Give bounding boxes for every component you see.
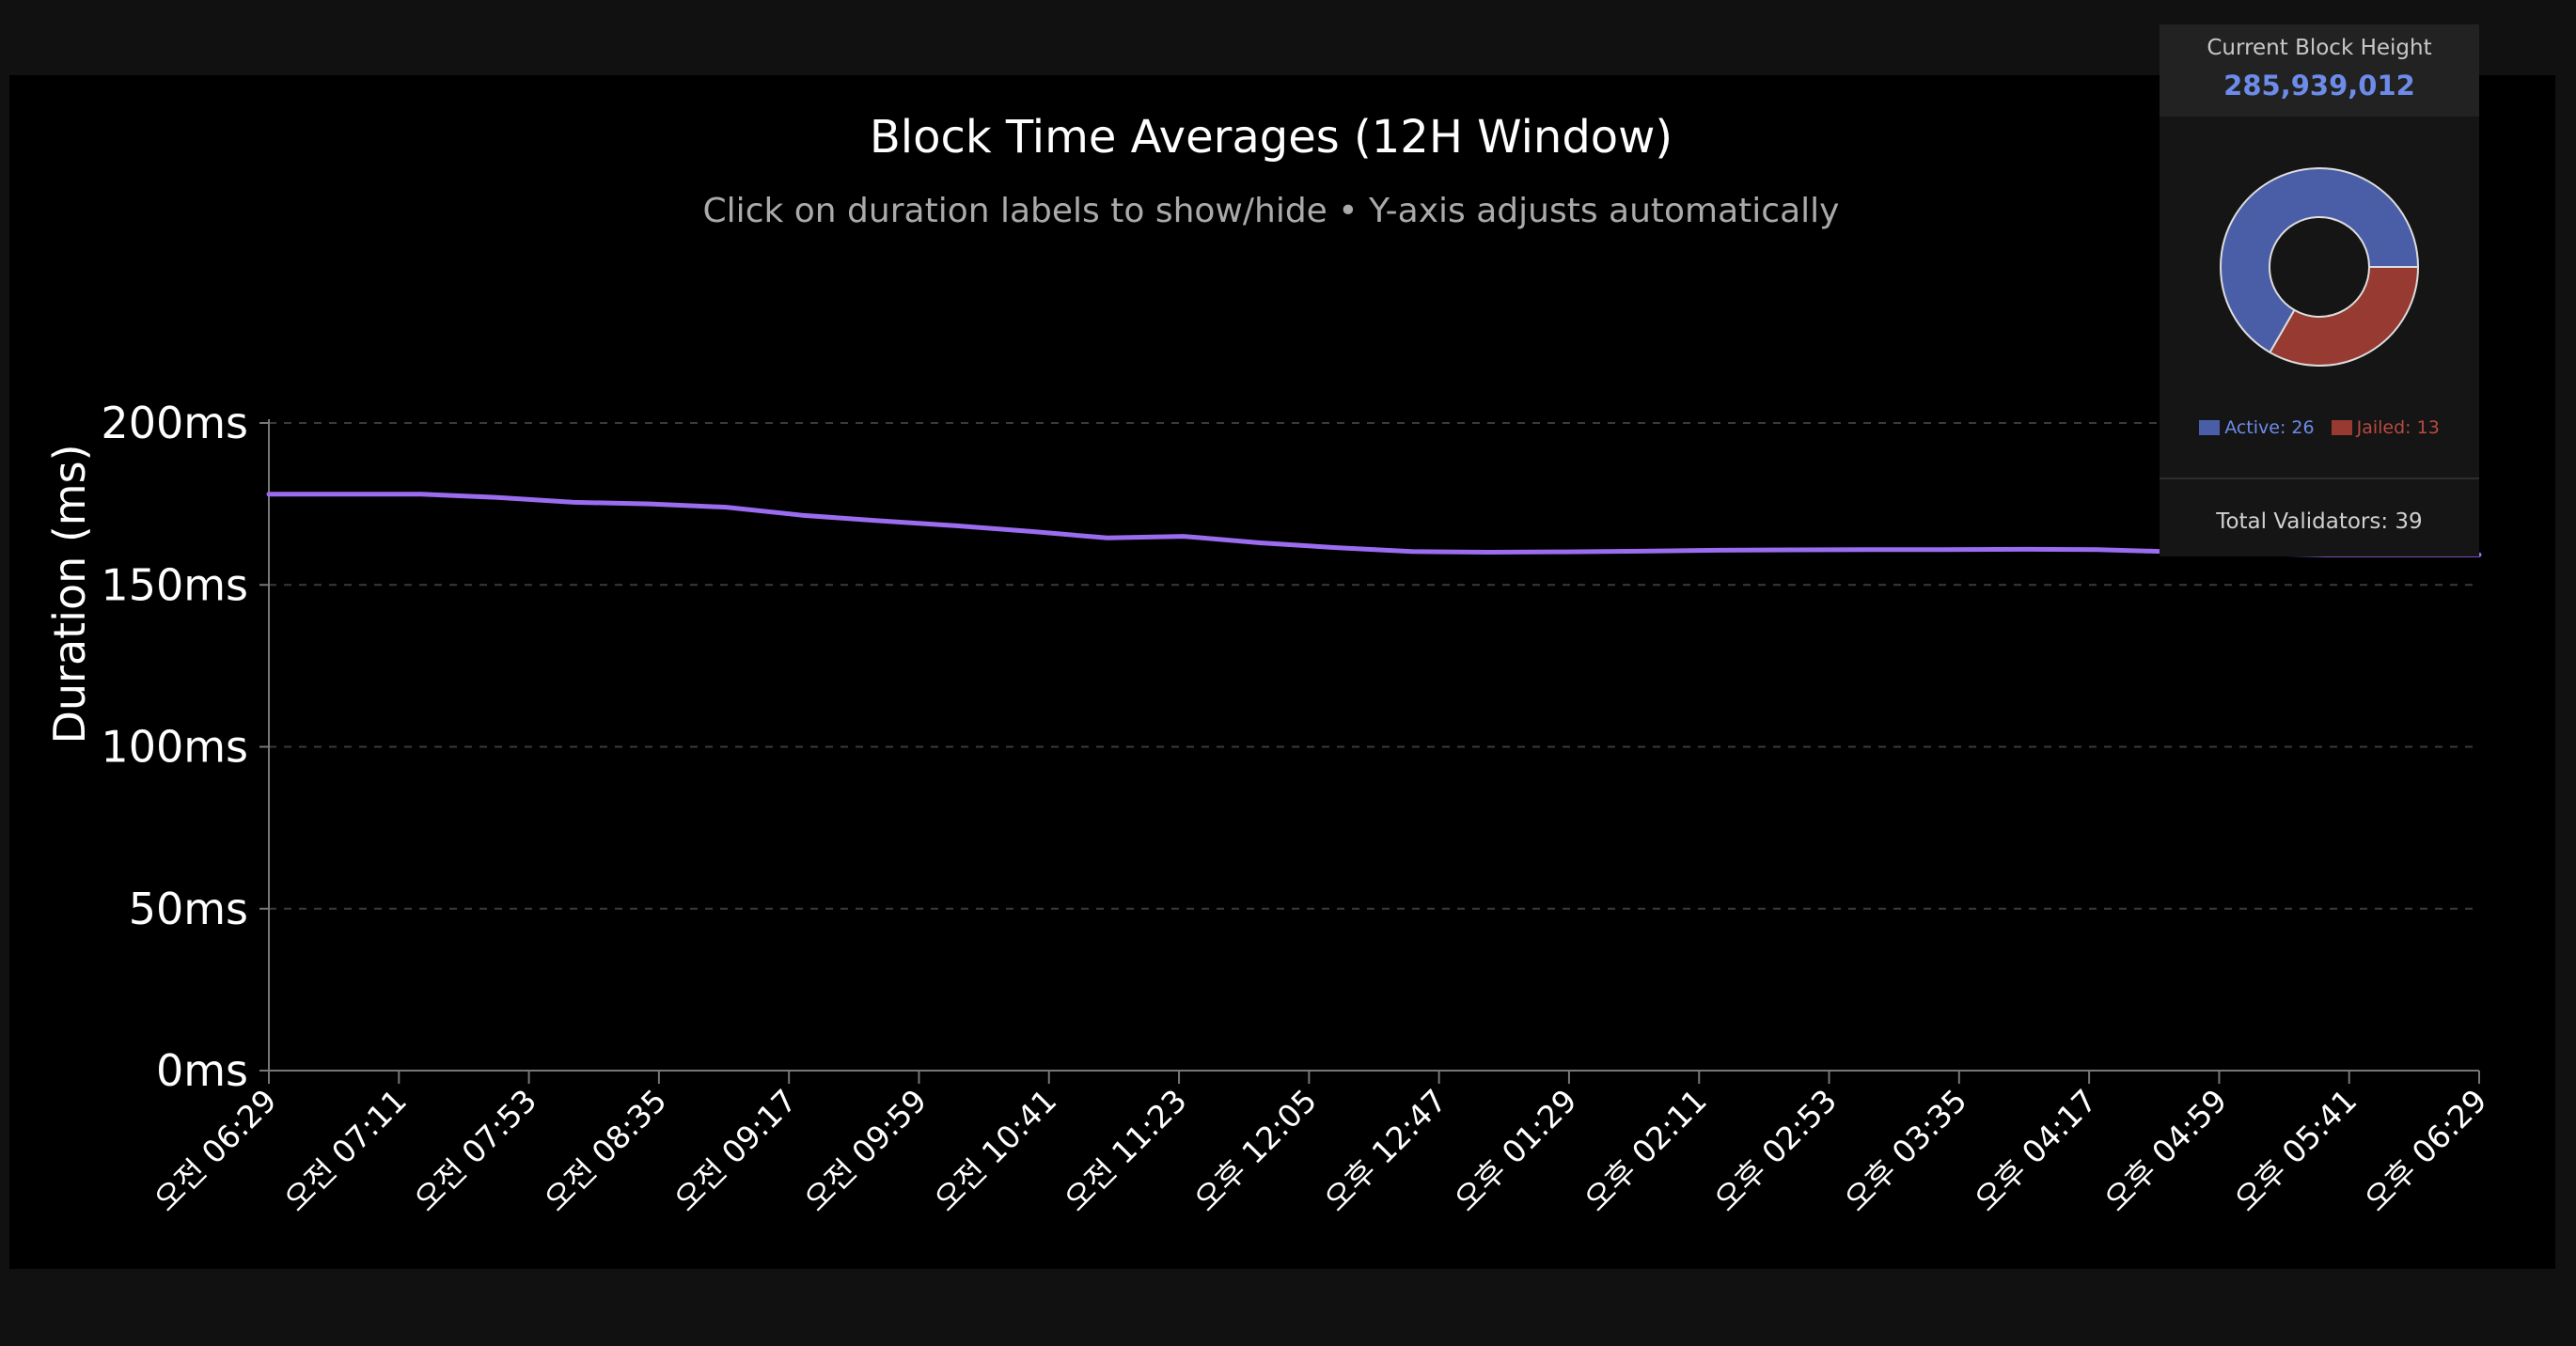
y-tick-label[interactable]: 150ms [101, 559, 248, 610]
x-tick-label: 오전 09:17 [668, 1082, 804, 1218]
x-tick-label: 오후 04:59 [2097, 1082, 2234, 1218]
y-tick-label[interactable]: 0ms [156, 1045, 248, 1096]
x-tick-label: 오후 06:29 [2357, 1082, 2493, 1218]
x-tick-label: 오후 04:17 [1968, 1082, 2104, 1218]
legend-item-jailed[interactable]: Jailed: 13 [2331, 417, 2440, 438]
x-tick-label: 오후 02:53 [1707, 1082, 1844, 1218]
y-tick-labels: 0ms 50ms 100ms 150ms 200ms [101, 398, 248, 1096]
chart-panel: Block Time Averages (12H Window) Click o… [9, 75, 2555, 1269]
active-swatch [2199, 420, 2221, 435]
grid-lines [269, 422, 2479, 910]
validator-donut-chart [2220, 167, 2420, 367]
x-tick-label: 오후 01:29 [1447, 1082, 1583, 1218]
block-height-header: Current Block Height 285,939,012 [2160, 24, 2479, 117]
stats-divider [2160, 477, 2479, 479]
legend-item-active[interactable]: Active: 26 [2199, 417, 2315, 438]
chart-subtitle: Click on duration labels to show/hide • … [703, 192, 1840, 230]
x-tick-label: 오후 03:35 [1837, 1082, 1973, 1218]
axes [259, 419, 2480, 1084]
x-tick-label: 오후 12:47 [1317, 1082, 1453, 1218]
block-height-value: 285,939,012 [2223, 70, 2415, 102]
validator-stats-card: Current Block Height 285,939,012 Active:… [2160, 24, 2479, 556]
x-tick-label: 오전 11:23 [1058, 1082, 1194, 1218]
chart-title: Block Time Averages (12H Window) [870, 111, 1673, 164]
donut-legend: Active: 26 Jailed: 13 [2160, 417, 2479, 438]
x-tick-label: 오후 02:11 [1578, 1082, 1714, 1218]
x-tick-label: 오전 07:53 [407, 1082, 543, 1218]
x-tick-label: 오전 09:59 [797, 1082, 934, 1218]
x-tick-label: 오전 06:29 [147, 1082, 283, 1218]
x-tick-label: 오전 07:11 [277, 1082, 414, 1218]
donut-slice[interactable] [2220, 167, 2420, 354]
x-tick-label: 오후 12:05 [1187, 1082, 1324, 1218]
x-tick-label: 오후 05:41 [2227, 1082, 2364, 1218]
y-axis-title: Duration (ms) [44, 444, 95, 743]
jailed-swatch [2331, 420, 2352, 435]
total-validators: Total Validators: 39 [2216, 509, 2423, 534]
y-tick-label[interactable]: 100ms [101, 722, 248, 773]
x-tick-label: 오전 08:35 [537, 1082, 673, 1218]
donut-slice[interactable] [2269, 266, 2420, 367]
series-layer [266, 492, 2482, 557]
legend-label-active: Active: 26 [2224, 417, 2315, 438]
y-tick-label[interactable]: 200ms [101, 398, 248, 448]
x-tick-label: 오전 10:41 [927, 1082, 1063, 1218]
block-height-label: Current Block Height [2207, 36, 2432, 60]
legend-label-jailed: Jailed: 13 [2356, 417, 2440, 438]
series-line [266, 492, 2482, 557]
y-tick-label[interactable]: 50ms [129, 884, 248, 934]
block-time-chart: Block Time Averages (12H Window) Click o… [44, 111, 2494, 1218]
